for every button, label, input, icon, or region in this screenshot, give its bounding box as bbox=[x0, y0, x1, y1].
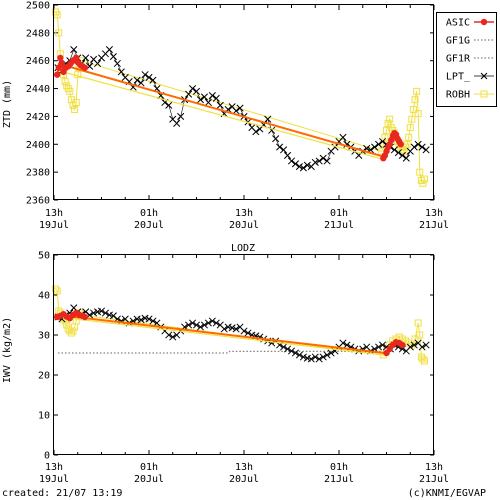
ztd-y-tick-label: 2440 bbox=[26, 84, 50, 95]
ztd-x-tick-date: 19Jul bbox=[39, 220, 69, 231]
series-lpt-point bbox=[292, 161, 298, 167]
series-asic-point bbox=[82, 314, 88, 320]
ztd-plot-frame bbox=[54, 5, 434, 200]
iwv-y-tick-label: 20 bbox=[38, 371, 50, 382]
iwv-x-tick-date: 20Jul bbox=[229, 474, 259, 485]
series-asic-point bbox=[57, 55, 63, 61]
copyright-credit: (c)KNMI/EGVAP bbox=[408, 488, 486, 499]
series-robh-line bbox=[56, 12, 425, 183]
legend-label-robh: ROBH bbox=[446, 90, 470, 101]
iwv-x-tick-date: 21Jul bbox=[324, 474, 354, 485]
series-lpt-point bbox=[253, 129, 259, 135]
iwv-x-tick-label: 13h bbox=[45, 462, 63, 473]
iwv-x-tick-label: 13h bbox=[235, 462, 253, 473]
ztd-y-tick-label: 2400 bbox=[26, 140, 50, 151]
iwv-x-tick-date: 21Jul bbox=[419, 474, 449, 485]
series-asic-point bbox=[82, 64, 88, 70]
series-lpt-point bbox=[138, 80, 144, 86]
series-lpt-point bbox=[272, 136, 278, 142]
series-lpt-point bbox=[415, 141, 421, 147]
iwv-y-tick-label: 50 bbox=[38, 251, 50, 262]
iwv-title: LODZ bbox=[231, 243, 255, 254]
ztd-x-tick-date: 21Jul bbox=[324, 220, 354, 231]
legend-label-gf1g: GF1G bbox=[446, 36, 470, 47]
series-lpt-point bbox=[423, 147, 429, 153]
iwv-axes: 0102030405013h19Jul01h20Jul13h20Jul01h21… bbox=[38, 251, 449, 486]
ztd-y-tick-label: 2380 bbox=[26, 168, 50, 179]
series-asic-point bbox=[54, 71, 60, 77]
series-lpt-point bbox=[114, 60, 120, 66]
iwv-y-tick-label: 0 bbox=[44, 451, 50, 462]
series-lpt-point bbox=[403, 155, 409, 161]
iwv-y-tick-label: 10 bbox=[38, 411, 50, 422]
ztd-x-tick-label: 13h bbox=[235, 208, 253, 219]
ztd-y-tick-label: 2360 bbox=[26, 196, 50, 207]
series-lpt-point bbox=[276, 144, 282, 150]
iwv-series bbox=[53, 286, 430, 364]
series-lpt-point bbox=[213, 95, 219, 101]
series-lpt-point bbox=[324, 158, 330, 164]
ztd-x-tick-label: 13h bbox=[45, 208, 63, 219]
series-asic-trend-line bbox=[58, 64, 384, 157]
ztd-y-tick-label: 2500 bbox=[26, 1, 50, 12]
series-lpt-point bbox=[193, 88, 199, 94]
series-lpt-point bbox=[106, 46, 112, 52]
iwv-y-axis-label: IWV (kg/m2) bbox=[2, 317, 13, 383]
legend: ASIC GF1G GF1R LPT_ ROBH bbox=[437, 13, 497, 107]
series-asic-trend-line bbox=[58, 315, 384, 353]
series-lpt-point bbox=[166, 102, 172, 108]
ztd-x-tick-date: 21Jul bbox=[419, 220, 449, 231]
ztd-x-tick-label: 01h bbox=[140, 208, 158, 219]
iwv-x-tick-label: 01h bbox=[140, 462, 158, 473]
series-lpt-point bbox=[391, 147, 397, 153]
iwv-y-tick-label: 30 bbox=[38, 331, 50, 342]
series-lpt-point bbox=[411, 144, 417, 150]
series-lpt-point bbox=[205, 99, 211, 105]
legend-label-gf1r: GF1R bbox=[446, 54, 471, 65]
series-lpt-point bbox=[177, 113, 183, 119]
ztd-x-tick-date: 20Jul bbox=[134, 220, 164, 231]
series-lpt-point bbox=[110, 53, 116, 59]
series-lpt-point bbox=[174, 120, 180, 126]
series-robh-trend-line bbox=[58, 317, 384, 355]
created-timestamp: created: 21/07 13:19 bbox=[2, 488, 122, 499]
series-lpt-point bbox=[284, 152, 290, 158]
ztd-x-tick-date: 20Jul bbox=[229, 220, 259, 231]
series-lpt-point bbox=[142, 71, 148, 77]
series-lpt-point bbox=[110, 313, 116, 319]
iwv-y-tick-label: 40 bbox=[38, 291, 50, 302]
series-lpt-point bbox=[280, 147, 286, 153]
ztd-y-axis-label: ZTD (mm) bbox=[2, 80, 13, 128]
ztd-y-tick-label: 2460 bbox=[26, 56, 50, 67]
series-lpt-point bbox=[197, 97, 203, 103]
series-lpt-point bbox=[209, 92, 215, 98]
legend-label-asic: ASIC bbox=[446, 18, 470, 29]
iwv-chart: LODZ IWV (kg/m2) 0102030405013h19Jul01h2… bbox=[2, 243, 449, 485]
ztd-y-tick-label: 2480 bbox=[26, 28, 50, 39]
legend-marker-asic bbox=[481, 19, 487, 25]
iwv-x-tick-date: 20Jul bbox=[134, 474, 164, 485]
legend-label-lpt: LPT_ bbox=[446, 72, 471, 83]
ztd-x-tick-label: 01h bbox=[330, 208, 348, 219]
series-asic-point bbox=[398, 141, 404, 147]
series-lpt-point bbox=[288, 158, 294, 164]
series-asic-point bbox=[399, 342, 405, 348]
series-lpt-point bbox=[189, 85, 195, 91]
series-lpt-point bbox=[419, 144, 425, 150]
ztd-series bbox=[53, 9, 430, 186]
series-lpt-point bbox=[320, 155, 326, 161]
ztd-y-tick-label: 2420 bbox=[26, 112, 50, 123]
ztd-chart: ZTD (mm) 2360 2380 2400 2420 2440 2460 2480 250… bbox=[2, 1, 449, 232]
series-robh-trend-line bbox=[58, 71, 384, 160]
iwv-x-tick-date: 19Jul bbox=[39, 474, 69, 485]
iwv-x-tick-label: 01h bbox=[330, 462, 348, 473]
iwv-x-tick-label: 13h bbox=[425, 462, 443, 473]
legend-items: ASIC GF1G GF1R LPT_ ROBH bbox=[446, 18, 494, 101]
series-lpt-point bbox=[146, 74, 152, 80]
ztd-x-tick-label: 13h bbox=[425, 208, 443, 219]
series-lpt-point bbox=[71, 46, 77, 52]
